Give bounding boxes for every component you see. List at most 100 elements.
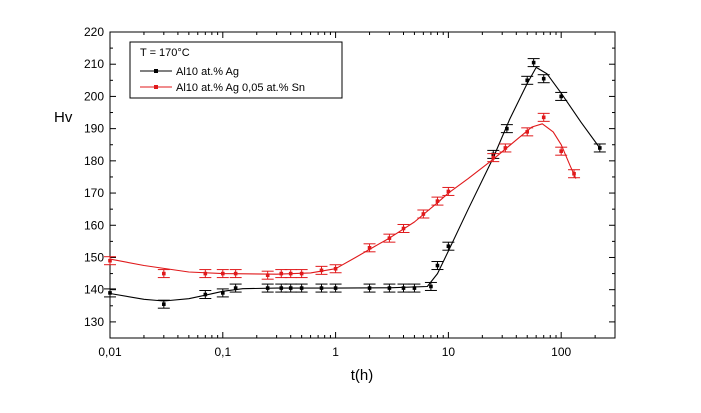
- data-point-series-0: [537, 74, 550, 84]
- point-marker: [203, 271, 208, 276]
- point-marker: [279, 271, 284, 276]
- legend-label-ag-sn: Al10 at.% Ag 0,05 at.% Sn: [176, 82, 305, 94]
- point-marker: [559, 149, 563, 153]
- data-point-series-0: [315, 283, 328, 293]
- point-marker: [333, 266, 338, 271]
- data-point-series-1: [499, 143, 512, 153]
- fit-curve-series-1: [109, 123, 577, 275]
- data-point-series-0: [104, 288, 116, 298]
- point-marker: [233, 271, 238, 276]
- data-point-series-1: [417, 209, 430, 219]
- y-tick-label: 170: [84, 186, 104, 200]
- legend-marker-ag-sn: [154, 85, 158, 89]
- data-point-series-0: [261, 283, 274, 293]
- legend-label-ag: Al10 at.% Ag: [176, 66, 239, 78]
- point-marker: [387, 286, 392, 290]
- point-marker: [299, 286, 304, 290]
- data-point-series-1: [521, 127, 534, 137]
- data-point-series-1: [229, 269, 242, 279]
- point-marker: [525, 130, 530, 134]
- data-point-series-1: [216, 269, 229, 279]
- point-marker: [598, 146, 602, 150]
- point-marker: [525, 78, 530, 83]
- data-points: [104, 58, 606, 309]
- point-marker: [220, 271, 225, 276]
- data-point-series-1: [157, 269, 170, 279]
- data-point-series-0: [593, 143, 606, 153]
- data-point-series-0: [521, 75, 534, 85]
- plot-frame: [109, 31, 616, 339]
- point-marker: [541, 76, 546, 81]
- point-marker: [401, 226, 406, 231]
- y-tick-label: 140: [84, 283, 104, 297]
- fit-curve-series-0: [109, 66, 601, 302]
- y-tick-label: 220: [84, 25, 104, 39]
- data-point-series-0: [397, 283, 410, 293]
- point-marker: [401, 286, 406, 290]
- data-point-series-0: [500, 124, 513, 134]
- point-marker: [491, 155, 496, 160]
- data-point-series-1: [315, 265, 328, 275]
- point-marker: [203, 292, 208, 297]
- data-point-series-1: [104, 256, 116, 266]
- point-marker: [367, 246, 372, 250]
- y-tick-label: 200: [84, 89, 104, 103]
- y-tick-label: 210: [84, 57, 104, 71]
- point-marker: [421, 212, 426, 216]
- x-axis-title: t(h): [351, 367, 374, 384]
- y-tick-label: 180: [84, 154, 104, 168]
- x-tick-label: 10: [442, 345, 456, 359]
- data-point-series-0: [383, 283, 396, 293]
- y-axis-title: Hv: [54, 109, 73, 126]
- data-point-series-0: [229, 283, 242, 293]
- data-point-series-0: [431, 261, 444, 271]
- data-point-series-1: [329, 264, 342, 274]
- fit-curves: [109, 66, 601, 302]
- point-marker: [108, 258, 112, 263]
- data-point-series-1: [431, 196, 444, 206]
- data-point-series-0: [157, 299, 170, 309]
- x-tick-label: 100: [551, 345, 571, 359]
- data-point-series-0: [555, 91, 568, 101]
- data-point-series-1: [568, 169, 581, 179]
- data-point-series-0: [363, 283, 376, 293]
- data-point-series-0: [527, 58, 540, 68]
- legend: T = 170°C Al10 at.% Ag Al10 at.% Ag 0,05…: [129, 41, 343, 99]
- point-marker: [505, 126, 509, 131]
- x-tick-label: 1: [332, 345, 339, 359]
- point-marker: [412, 286, 417, 290]
- point-marker: [446, 189, 451, 194]
- x-tick-label: 0,1: [214, 345, 231, 359]
- point-marker: [435, 199, 440, 203]
- y-tick-label: 190: [84, 122, 104, 136]
- legend-box: [129, 41, 343, 99]
- y-tick-label: 150: [84, 250, 104, 264]
- data-point-series-0: [199, 290, 212, 300]
- data-point-series-1: [442, 186, 455, 196]
- point-marker: [435, 263, 440, 268]
- data-point-series-1: [383, 233, 396, 243]
- data-point-series-1: [487, 153, 500, 163]
- x-tick-label: 0,01: [98, 345, 122, 359]
- point-marker: [446, 244, 451, 248]
- point-marker: [367, 286, 372, 290]
- data-point-series-0: [424, 281, 437, 291]
- point-marker: [220, 291, 225, 295]
- point-marker: [319, 268, 324, 273]
- point-marker: [429, 284, 433, 289]
- point-marker: [162, 302, 166, 306]
- data-point-series-0: [408, 283, 421, 293]
- point-marker: [233, 286, 238, 290]
- point-marker: [162, 271, 166, 276]
- legend-marker-ag: [154, 69, 158, 73]
- y-tick-label: 130: [84, 315, 104, 329]
- axis-ticks: 130 140 150 160 170 180 190 200 210 220 0,01 0,1 1 10…: [84, 25, 616, 359]
- data-point-series-0: [329, 283, 342, 293]
- data-point-series-1: [397, 223, 410, 233]
- point-marker: [503, 146, 508, 150]
- point-marker: [288, 286, 293, 290]
- point-marker: [541, 115, 546, 120]
- data-point-series-1: [537, 112, 550, 122]
- point-marker: [108, 291, 112, 295]
